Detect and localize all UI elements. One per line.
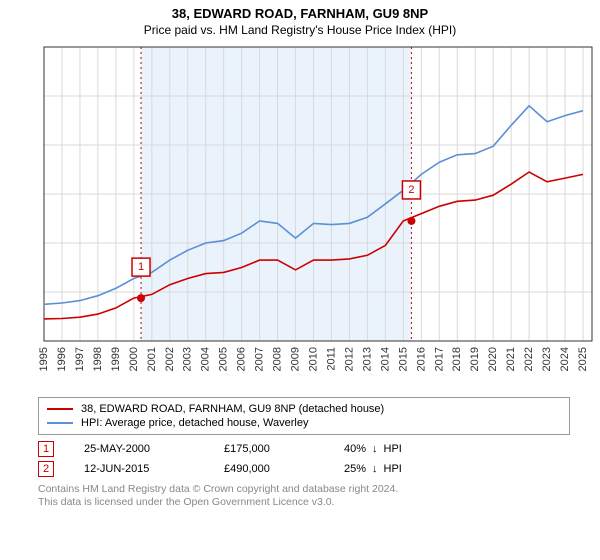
svg-text:2001: 2001 xyxy=(146,347,158,371)
legend-swatch xyxy=(47,422,73,424)
sale-diff-label: HPI xyxy=(384,463,402,475)
svg-text:2016: 2016 xyxy=(415,347,427,371)
svg-text:2008: 2008 xyxy=(272,347,284,371)
footer-line: This data is licensed under the Open Gov… xyxy=(38,496,570,509)
svg-text:2000: 2000 xyxy=(128,347,140,371)
arrow-down-icon: ↓ xyxy=(372,443,378,455)
sale-diff: 25% ↓ HPI xyxy=(344,463,484,475)
svg-text:2003: 2003 xyxy=(182,347,194,371)
svg-text:2020: 2020 xyxy=(487,347,499,371)
svg-text:2017: 2017 xyxy=(433,347,445,371)
sale-diff-pct: 40% xyxy=(344,443,366,455)
svg-text:1997: 1997 xyxy=(74,347,86,371)
svg-text:2002: 2002 xyxy=(164,347,176,371)
svg-text:£200K: £200K xyxy=(38,287,39,299)
legend-label: HPI: Average price, detached house, Wave… xyxy=(81,417,308,429)
svg-text:2013: 2013 xyxy=(361,347,373,371)
svg-text:2012: 2012 xyxy=(343,347,355,371)
svg-text:£400K: £400K xyxy=(38,238,39,250)
chart-container: 38, EDWARD ROAD, FARNHAM, GU9 8NP Price … xyxy=(0,0,600,560)
sale-diff-label: HPI xyxy=(384,443,402,455)
legend-label: 38, EDWARD ROAD, FARNHAM, GU9 8NP (detac… xyxy=(81,403,384,415)
svg-text:2021: 2021 xyxy=(505,347,517,371)
sale-diff: 40% ↓ HPI xyxy=(344,443,484,455)
page-title: 38, EDWARD ROAD, FARNHAM, GU9 8NP xyxy=(0,0,600,21)
arrow-down-icon: ↓ xyxy=(372,463,378,475)
legend-item: 38, EDWARD ROAD, FARNHAM, GU9 8NP (detac… xyxy=(47,402,561,416)
footer-attribution: Contains HM Land Registry data © Crown c… xyxy=(38,483,570,509)
svg-text:2014: 2014 xyxy=(379,347,391,371)
sales-table: 1 25-MAY-2000 £175,000 40% ↓ HPI 2 12-JU… xyxy=(38,439,570,479)
svg-text:2019: 2019 xyxy=(469,347,481,371)
sale-row: 1 25-MAY-2000 £175,000 40% ↓ HPI xyxy=(38,439,570,459)
svg-text:2010: 2010 xyxy=(308,347,320,371)
svg-text:1998: 1998 xyxy=(92,347,104,371)
svg-text:2009: 2009 xyxy=(290,347,302,371)
sale-date: 25-MAY-2000 xyxy=(84,443,194,455)
sale-row: 2 12-JUN-2015 £490,000 25% ↓ HPI xyxy=(38,459,570,479)
svg-text:1999: 1999 xyxy=(110,347,122,371)
legend: 38, EDWARD ROAD, FARNHAM, GU9 8NP (detac… xyxy=(38,397,570,435)
svg-text:2022: 2022 xyxy=(523,347,535,371)
svg-text:2007: 2007 xyxy=(254,347,266,371)
svg-text:2004: 2004 xyxy=(200,347,212,371)
sale-price: £175,000 xyxy=(224,443,314,455)
svg-text:2011: 2011 xyxy=(325,347,337,371)
svg-text:£600K: £600K xyxy=(38,189,39,201)
svg-text:2006: 2006 xyxy=(236,347,248,371)
sale-marker-icon: 1 xyxy=(38,441,54,457)
footer-line: Contains HM Land Registry data © Crown c… xyxy=(38,483,570,496)
sale-marker-icon: 2 xyxy=(38,461,54,477)
svg-text:2023: 2023 xyxy=(541,347,553,371)
page-subtitle: Price paid vs. HM Land Registry's House … xyxy=(0,21,600,41)
line-chart: £0£200K£400K£600K£800K£1M£1.2M1995199619… xyxy=(38,41,598,391)
svg-text:2015: 2015 xyxy=(397,347,409,371)
sale-diff-pct: 25% xyxy=(344,463,366,475)
sale-price: £490,000 xyxy=(224,463,314,475)
svg-text:1996: 1996 xyxy=(56,347,68,371)
svg-text:2024: 2024 xyxy=(559,347,571,371)
svg-text:1995: 1995 xyxy=(38,347,50,371)
svg-text:£800K: £800K xyxy=(38,140,39,152)
chart-area: £0£200K£400K£600K£800K£1M£1.2M1995199619… xyxy=(38,41,598,391)
svg-text:2005: 2005 xyxy=(218,347,230,371)
legend-swatch xyxy=(47,408,73,410)
legend-item: HPI: Average price, detached house, Wave… xyxy=(47,416,561,430)
svg-text:2: 2 xyxy=(408,184,414,196)
svg-text:2025: 2025 xyxy=(577,347,589,371)
svg-text:2018: 2018 xyxy=(451,347,463,371)
svg-text:1: 1 xyxy=(138,261,144,273)
sale-date: 12-JUN-2015 xyxy=(84,463,194,475)
